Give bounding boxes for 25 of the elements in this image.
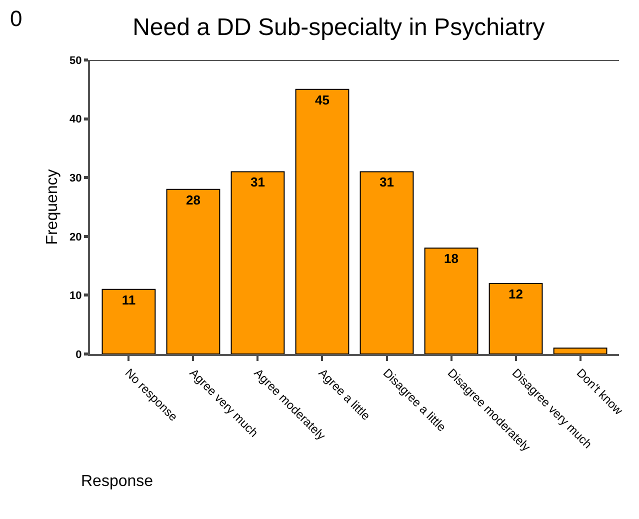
data-label: 31 xyxy=(250,174,265,190)
y-tick-label: 0 xyxy=(76,348,82,361)
data-label: 45 xyxy=(315,92,330,108)
y-tick-label: 20 xyxy=(70,231,82,244)
data-label: 12 xyxy=(508,286,524,302)
bar xyxy=(488,282,543,354)
data-label: 11 xyxy=(122,292,136,308)
text: 0 xyxy=(10,6,22,31)
y-tick-label: 50 xyxy=(70,54,82,67)
y-tick-label: 10 xyxy=(70,290,82,302)
data-label: 18 xyxy=(444,251,459,266)
bar xyxy=(424,248,478,354)
bar xyxy=(102,288,156,354)
bar xyxy=(230,171,285,354)
bar xyxy=(553,348,608,354)
x-axis-title: Response xyxy=(81,473,154,490)
y-tick-label: 30 xyxy=(70,172,82,184)
bar xyxy=(166,188,220,354)
bar xyxy=(360,171,414,354)
bar xyxy=(295,88,350,354)
chart-title: Need a DD Sub-specialty in Psychiatry xyxy=(132,14,545,41)
data-label: 31 xyxy=(380,174,394,190)
y-tick-label: 40 xyxy=(70,114,82,126)
y-axis-title: Frequency xyxy=(44,169,61,245)
data-label: 28 xyxy=(186,192,200,208)
